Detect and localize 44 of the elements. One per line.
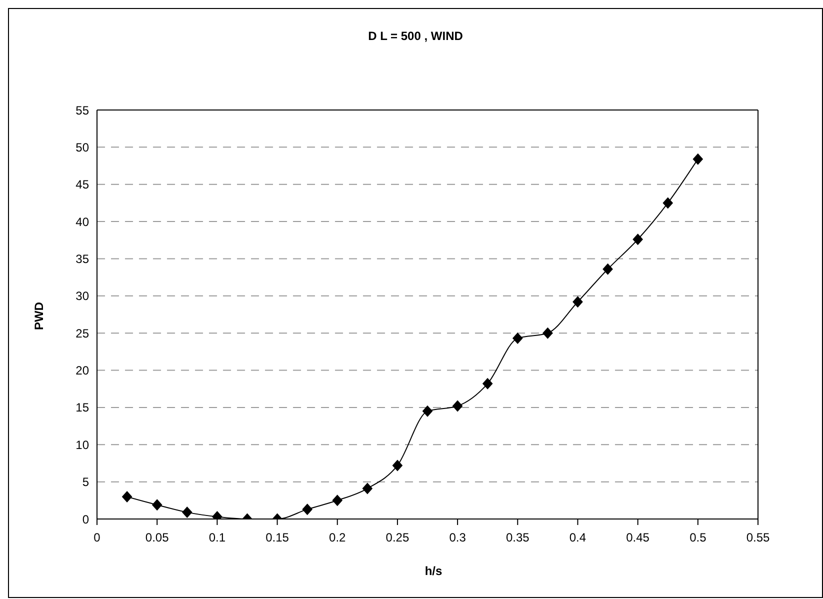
point: [302, 504, 312, 515]
point: [122, 491, 132, 502]
point: [602, 264, 613, 275]
x-tick-label: 0.5: [690, 530, 707, 545]
x-tick-label: 0.3: [449, 530, 466, 545]
x-tick-label: 0.35: [506, 530, 530, 545]
x-tick-label: 0.1: [208, 530, 226, 545]
point: [452, 400, 463, 412]
point: [362, 483, 372, 494]
point: [392, 460, 402, 471]
point: [482, 378, 493, 390]
x-tick-label: 0.45: [626, 530, 650, 545]
x-tick-label: 0.55: [746, 530, 770, 545]
y-tick-label: 20: [76, 364, 90, 378]
x-axis-title: h/s: [424, 564, 444, 578]
y-tick-label: 35: [76, 252, 90, 266]
y-tick-label: 10: [76, 438, 90, 452]
y-tick-label: 55: [76, 103, 90, 118]
y-tick-label: 40: [76, 214, 90, 229]
y-tick-label: 0: [82, 512, 90, 526]
point: [422, 406, 432, 417]
chart-title: D L = 500 , WIND: [367, 29, 464, 43]
y-tick-label: 50: [76, 140, 90, 154]
y-axis-title: PWD: [32, 302, 46, 330]
x-tick-label: 0.4: [569, 530, 586, 545]
x-tick-label: 0.15: [266, 530, 290, 545]
point: [182, 506, 192, 518]
point: [692, 154, 703, 165]
y-tick-label: 25: [76, 326, 90, 340]
x-tick-label: 0.05: [145, 530, 170, 545]
x-tick-label: 0.25: [386, 530, 410, 545]
x-tick-label: 0.2: [329, 530, 346, 545]
point: [152, 499, 162, 510]
y-tick-label: 15: [76, 400, 90, 415]
point: [572, 296, 583, 308]
y-tick-label: 5: [82, 475, 90, 490]
point: [662, 197, 673, 208]
y-tick-label: 30: [76, 289, 90, 304]
point: [632, 234, 643, 245]
y-tick-label: 45: [76, 178, 90, 192]
point: [332, 494, 342, 506]
x-tick-label: 0: [94, 530, 101, 545]
point: [542, 328, 553, 339]
point: [512, 332, 523, 344]
